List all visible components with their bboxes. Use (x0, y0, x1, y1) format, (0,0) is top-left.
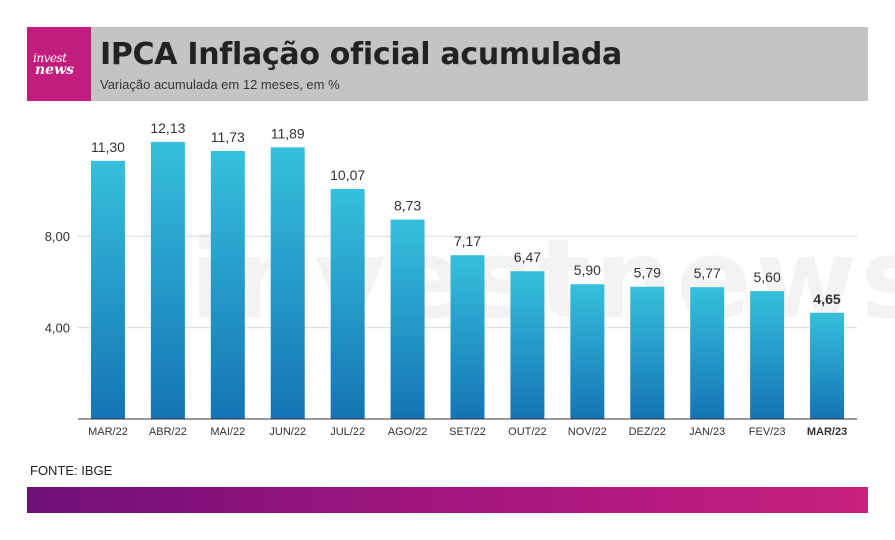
x-axis-labels: MAR/22 ABR/22 MAI/22 JUN/22 JUL/22 AGO/22 SET/… (88, 426, 847, 438)
bar (150, 141, 185, 419)
x-tick-label: AGO/22 (388, 426, 428, 438)
x-tick-label: JUN/22 (269, 426, 306, 438)
y-tick-label: 4,00 (45, 321, 70, 336)
x-tick-label: DEZ/22 (629, 426, 666, 438)
value-label: 5,79 (634, 265, 661, 281)
x-tick-label: OUT/22 (508, 426, 547, 438)
bar (690, 287, 725, 419)
bar (510, 271, 545, 419)
bars-group (90, 141, 845, 420)
x-tick-label: MAI/22 (210, 426, 245, 438)
value-label: 12,13 (150, 120, 185, 136)
source-note: FONTE: IBGE (30, 463, 113, 478)
y-tick-label: 8,00 (45, 229, 70, 244)
value-label: 8,73 (394, 198, 421, 214)
y-axis-ticks: 4,00 8,00 (45, 229, 70, 335)
value-label: 5,60 (753, 269, 780, 285)
x-tick-label: FEV/23 (749, 426, 786, 438)
bar (570, 284, 605, 419)
value-label: 5,77 (694, 265, 721, 281)
bar (270, 147, 305, 419)
x-tick-label: MAR/23 (807, 426, 847, 438)
value-label: 11,30 (91, 139, 125, 155)
value-label: 4,65 (813, 291, 840, 307)
chart-subtitle: Variação acumulada em 12 meses, em % (100, 77, 340, 92)
bar (750, 291, 785, 419)
bar (330, 188, 365, 419)
chart-title: IPCA Inflação oficial acumulada (100, 37, 622, 72)
x-tick-label: SET/22 (449, 426, 486, 438)
value-labels: 11,30 12,13 11,73 11,89 10,07 8,73 7,17 6,47 5,9… (91, 120, 841, 307)
bar (210, 151, 245, 419)
value-label: 11,73 (211, 129, 245, 145)
bar (390, 219, 425, 419)
value-label: 6,47 (514, 249, 541, 265)
x-tick-label: NOV/22 (568, 426, 607, 438)
logo-text-bottom: news (35, 62, 75, 78)
value-label: 5,90 (574, 262, 601, 278)
bar (630, 286, 665, 419)
bar (450, 255, 485, 419)
bar (810, 312, 845, 419)
bar (90, 160, 125, 420)
x-tick-label: JAN/23 (689, 426, 725, 438)
value-label: 10,07 (330, 167, 365, 183)
value-label: 11,89 (271, 125, 305, 141)
header-banner: invest news IPCA Inflação oficial acumul… (27, 27, 868, 101)
logo-text-top: invest (33, 51, 67, 65)
x-tick-label: JUL/22 (330, 426, 365, 438)
x-tick-label: ABR/22 (149, 426, 187, 438)
x-tick-label: MAR/22 (88, 426, 128, 438)
footer-gradient-bar (27, 487, 868, 513)
investnews-logo: invest news (27, 27, 91, 101)
value-label: 7,17 (454, 233, 481, 249)
